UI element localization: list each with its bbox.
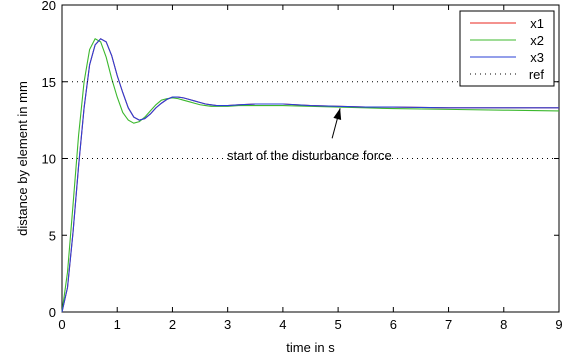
legend: x1 x2 x3 ref [459,10,555,87]
y-tick-label: 10 [42,152,56,167]
legend-label-x1: x1 [530,16,544,31]
series-line-x3 [61,38,559,313]
axis-ticks: 0 1 2 3 4 5 6 7 8 9 0 5 10 15 20 [42,0,563,332]
y-tick-label: 0 [49,305,56,320]
annotation-arrow-head [333,108,342,120]
legend-label-ref: ref [529,67,545,82]
y-tick-label: 20 [42,0,56,13]
series-lines [61,38,560,313]
x-tick-label: 7 [445,317,452,332]
annotation-text: start of the disturbance force [227,148,392,163]
x-tick-label: 9 [555,317,562,332]
x-tick-label: 8 [500,317,507,332]
legend-label-x2: x2 [530,33,544,48]
annotations: start of the disturbance force [227,108,392,163]
x-tick-label: 1 [114,317,121,332]
y-tick-label: 15 [42,75,56,90]
x-tick-label: 0 [58,317,65,332]
x-tick-label: 4 [279,317,286,332]
x-tick-label: 6 [390,317,397,332]
x-tick-label: 5 [334,317,341,332]
legend-label-x3: x3 [530,50,544,65]
x-tick-label: 3 [224,317,231,332]
x-axis-label: time in s [286,340,335,355]
y-axis-label: distance by element in mm [15,81,30,236]
x-tick-label: 2 [169,317,176,332]
y-tick-label: 5 [49,228,56,243]
